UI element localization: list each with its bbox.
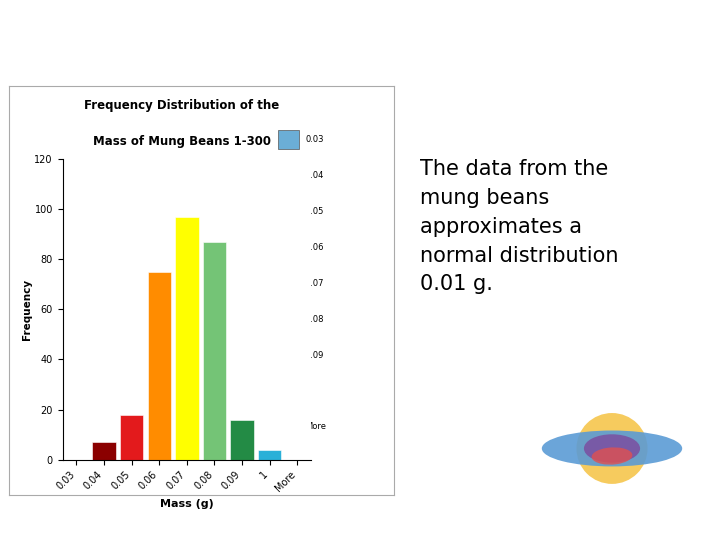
Text: 0.03: 0.03 [305, 135, 324, 144]
Text: Creating a Histogram: Creating a Histogram [192, 26, 528, 54]
Bar [278, 310, 300, 328]
Text: 1: 1 [305, 387, 310, 395]
Text: 0.06: 0.06 [305, 243, 324, 252]
Text: 0.05: 0.05 [305, 207, 323, 216]
Bar [148, 272, 171, 460]
Ellipse shape [592, 447, 632, 465]
Bar [92, 442, 116, 460]
Text: 0.04: 0.04 [305, 171, 323, 180]
Ellipse shape [541, 430, 683, 467]
Text: The data from the
mung beans
approximates a
normal distribution
0.01 g.: The data from the mung beans approximate… [420, 159, 619, 294]
Bar [203, 242, 226, 460]
Bar [278, 346, 300, 365]
Text: 0.09: 0.09 [305, 350, 323, 360]
Bar [230, 420, 253, 460]
Bar [278, 238, 300, 256]
Bar [278, 202, 300, 221]
Bar [278, 274, 300, 293]
Text: 0.07: 0.07 [305, 279, 324, 288]
Text: 17: 17 [351, 513, 369, 528]
Text: More: More [305, 422, 326, 431]
Bar [258, 449, 282, 460]
Y-axis label: Frequency: Frequency [22, 279, 32, 340]
Bar [278, 166, 300, 185]
Text: 0.08: 0.08 [305, 315, 324, 323]
Text: Frequency Distribution of the: Frequency Distribution of the [84, 99, 279, 112]
Bar [278, 417, 300, 436]
Bar [175, 217, 199, 460]
Ellipse shape [584, 434, 640, 463]
Bar [278, 130, 300, 149]
X-axis label: Mass (g): Mass (g) [160, 499, 214, 509]
Bar [120, 415, 143, 460]
Bar [278, 382, 300, 400]
Ellipse shape [577, 413, 647, 484]
Text: Mass of Mung Beans 1-300: Mass of Mung Beans 1-300 [93, 136, 271, 148]
